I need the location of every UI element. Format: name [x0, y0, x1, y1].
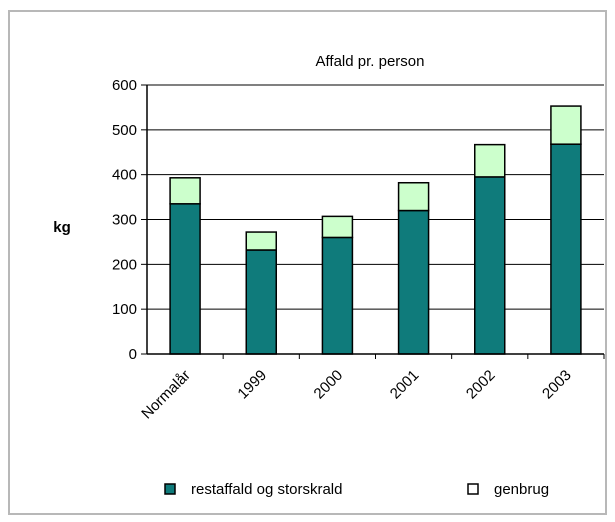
legend-label: genbrug [494, 481, 549, 498]
x-tick-label: 2000 [311, 367, 347, 403]
bar-restaffald [550, 143, 582, 355]
bars [169, 105, 582, 355]
bar-restaffald [474, 176, 506, 355]
y-tick-label: 600 [112, 77, 137, 94]
bar-genbrug [474, 143, 506, 178]
legend-swatch [467, 483, 479, 495]
x-tick-label: 2001 [387, 367, 423, 403]
bar-restaffald [169, 203, 201, 355]
y-tick-label: 0 [129, 346, 137, 363]
x-tick-label: Normalår [138, 367, 194, 423]
bar-restaffald [245, 249, 277, 355]
bar-restaffald [397, 209, 430, 355]
y-tick-label: 500 [112, 122, 137, 139]
x-tick-label: 1999 [234, 367, 270, 403]
bar-genbrug [321, 215, 354, 239]
y-tick-label: 300 [112, 212, 137, 229]
chart-frame [8, 10, 607, 515]
bar-genbrug [550, 105, 582, 145]
y-axis-label: kg [53, 219, 71, 236]
x-tick-label: 2003 [539, 367, 575, 403]
x-tick-label: 2002 [463, 367, 499, 403]
chart-title: Affald pr. person [316, 53, 425, 70]
y-tick-label: 400 [112, 167, 137, 184]
gridlines [147, 84, 604, 310]
bar-genbrug [397, 181, 430, 212]
y-tick-label: 100 [112, 301, 137, 318]
legend-label: restaffald og storskrald [191, 481, 342, 498]
y-tick-label: 200 [112, 256, 137, 273]
legend: restaffald og storskrald genbrug [164, 481, 549, 498]
legend-swatch [164, 483, 176, 495]
bar-genbrug [245, 231, 277, 251]
bar-restaffald [321, 236, 354, 355]
bar-genbrug [169, 177, 201, 205]
